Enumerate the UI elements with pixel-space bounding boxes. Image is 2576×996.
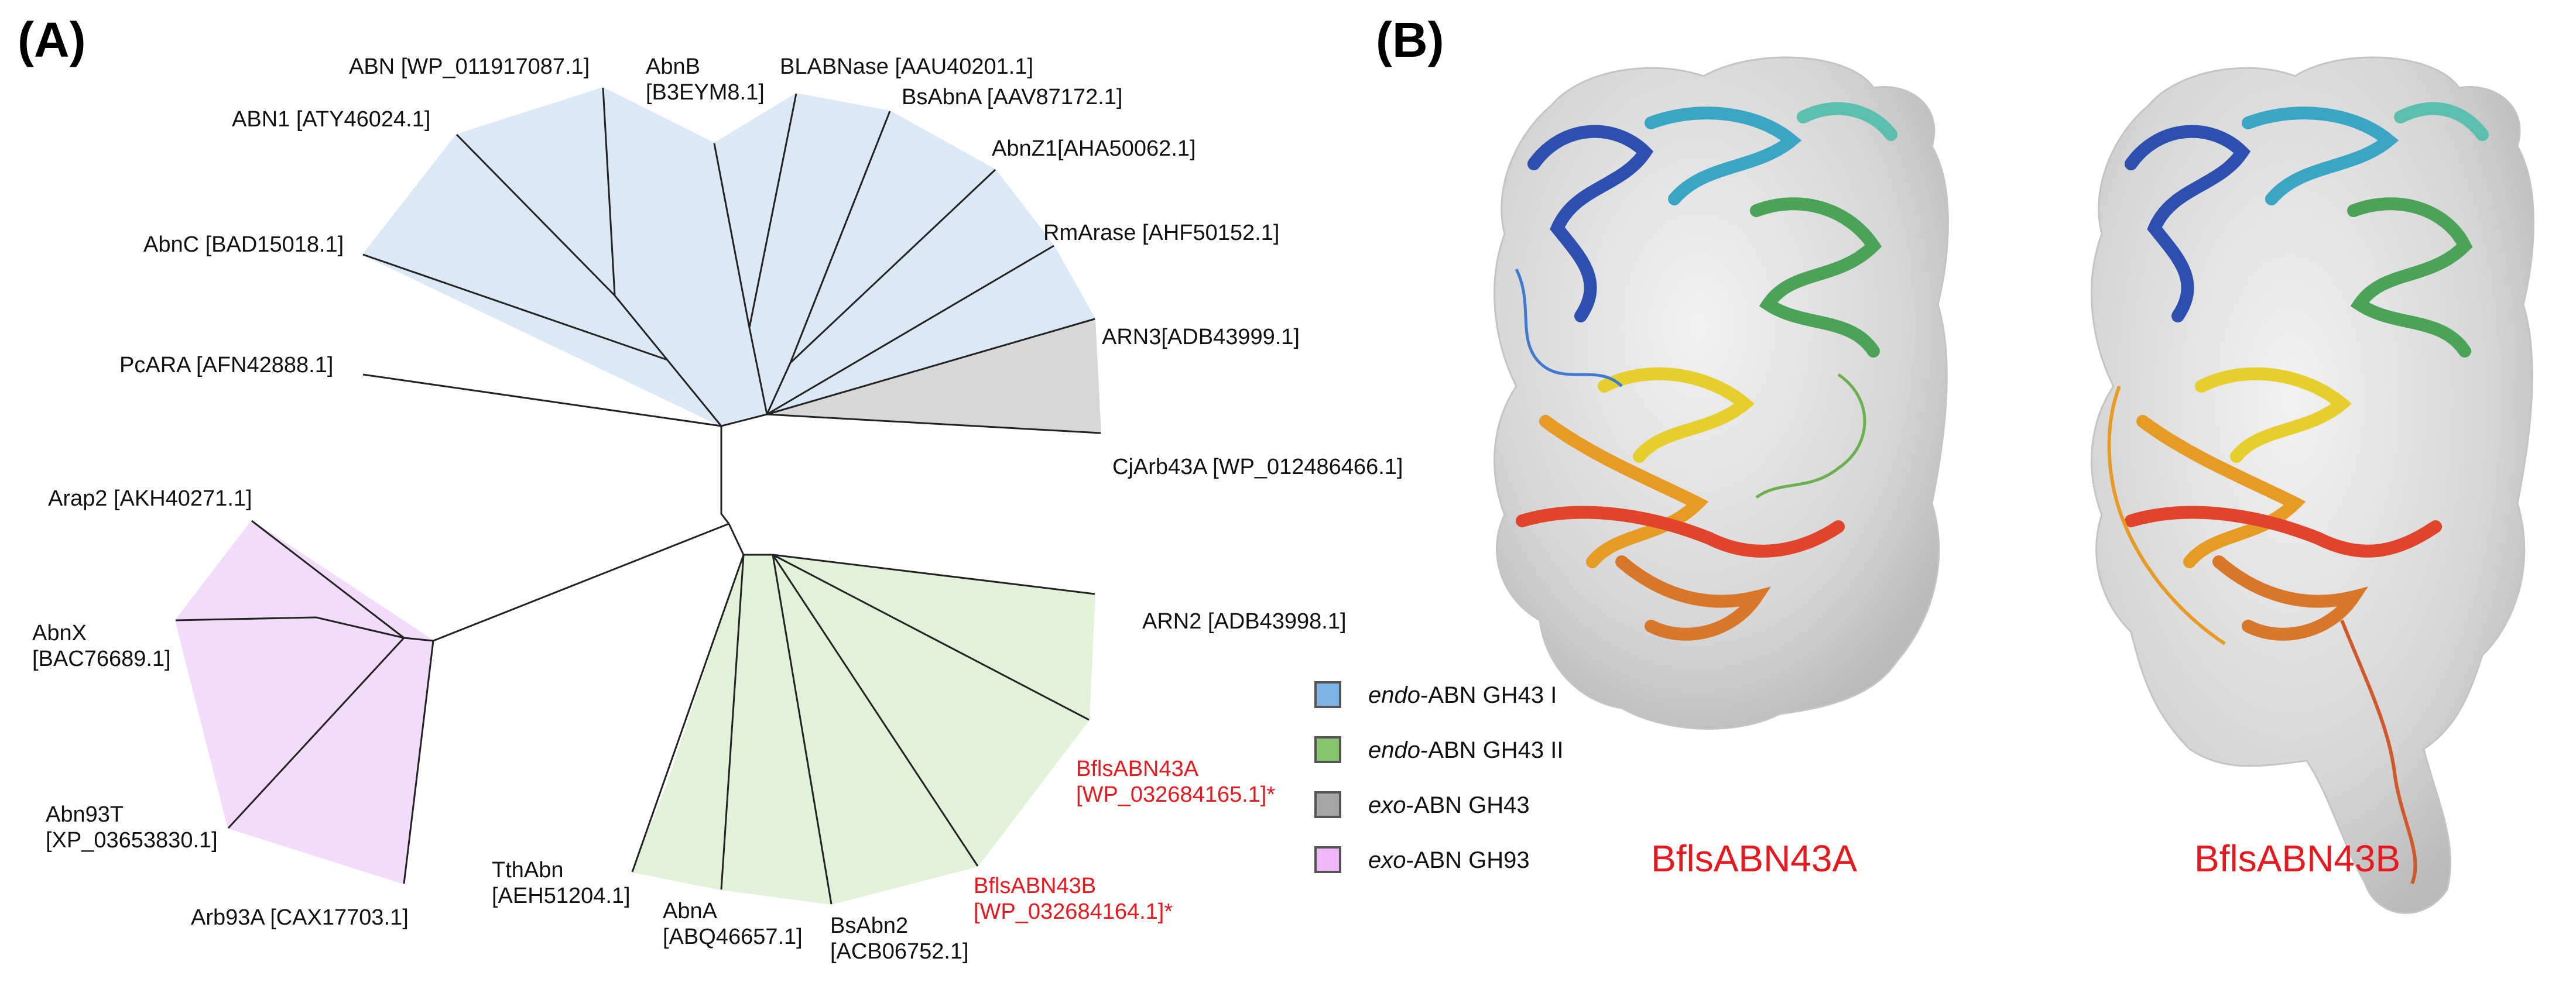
strands-green [1750, 197, 1882, 358]
strands-teal-b [2394, 102, 2489, 141]
strands-yellow [1598, 367, 1755, 463]
loops-a [1515, 268, 1623, 387]
panel-b-label: (B) [1376, 12, 1444, 67]
leaf-arap2: Arap2 [AKH40271.1] [48, 486, 252, 511]
legend-label: endo-ABN GH43 I [1368, 682, 1557, 708]
legend-label: endo-ABN GH43 II [1368, 737, 1564, 763]
leaf-abnz1: AbnZ1[AHA50062.1] [992, 136, 1196, 161]
structure-bflsabn43b [2091, 56, 2534, 914]
branch-exo-gh43-b [766, 413, 1101, 434]
legend-label: exo-ABN GH93 [1368, 847, 1530, 873]
branch-abnz1 [789, 169, 996, 364]
structure-bflsabn43a [1493, 56, 1949, 730]
branch-blabnase [748, 93, 797, 328]
branch-root [728, 523, 745, 555]
branch-arn2 [772, 554, 1095, 595]
leaf-abn93t: Abn93T [XP_03653830.1] [46, 802, 218, 853]
tail-loop-b [2340, 619, 2417, 885]
branch-gh43i-upper [614, 295, 722, 427]
branch-to-gh93 [433, 523, 729, 642]
leaf-pcara: PcARA [AFN42888.1] [119, 353, 334, 377]
helix-blue-b [2125, 125, 2251, 322]
side-loop-b [2107, 385, 2226, 645]
leaf-tthabn: TthAbn [AEH51204.1] [492, 858, 631, 908]
helix-cyan-b [2242, 107, 2399, 205]
structure-label-b: BflsABN43B [2194, 837, 2401, 880]
branch-exo-gh43 [766, 318, 1095, 415]
leaf-bsabna: BsAbnA [AAV87172.1] [902, 85, 1123, 109]
strands-orange [1539, 415, 1709, 568]
legend-swatch [1314, 791, 1341, 818]
structure-label-a: BflsABN43A [1651, 837, 1858, 880]
branch-abn [602, 87, 616, 296]
loops-a-green [1755, 373, 1866, 499]
leaf-bflsabn43b: BflsABN43B [WP_032684164.1]* [974, 874, 1173, 924]
leaf-abnc: AbnC [BAD15018.1] [143, 232, 344, 257]
legend-label: exo-ABN GH43 [1368, 792, 1530, 818]
legend-swatch [1314, 736, 1341, 763]
surface-b [2091, 56, 2534, 914]
strands-darkorange [1615, 555, 1771, 641]
leaf-arn2: ARN2 [ADB43998.1] [1142, 609, 1347, 634]
helix-cyan [1645, 107, 1802, 205]
helix-blue [1527, 125, 1654, 322]
clade-gh43-ii-shade [631, 554, 1096, 905]
leaf-abn: ABN [WP_011917087.1] [349, 54, 590, 79]
leaf-arb93a: Arb93A [CAX17703.1] [191, 905, 409, 930]
branch-abnx [175, 616, 405, 639]
branch-bflsabn43a [772, 554, 1090, 721]
branch-abna [720, 554, 745, 890]
leaf-cjarb43a: CjArb43A [WP_012486466.1] [1112, 455, 1403, 479]
branch-abnc [362, 253, 668, 361]
strands-yellow-b [2195, 367, 2352, 463]
tree-branches [175, 87, 1101, 905]
leaf-abnx: AbnX [BAC76689.1] [32, 621, 171, 671]
protein-structures [1493, 56, 2534, 914]
leaf-bsabn2: BsAbn2 [ACB06752.1] [830, 913, 969, 964]
leaf-bflsabn43a: BflsABN43A [WP_032684165.1]* [1076, 757, 1276, 807]
branch-bsabn2 [772, 554, 833, 905]
strands-orange-b [2136, 415, 2306, 568]
strands-darkorange-b [2212, 555, 2368, 641]
leaf-blabnase: BLABNase [AAU40201.1] [780, 54, 1034, 79]
branch-abn93t [227, 637, 405, 829]
branch-bflsabn43b [772, 554, 979, 867]
branch-spine [720, 426, 730, 524]
leaf-arn3: ARN3[ADB43999.1] [1102, 325, 1300, 349]
leaf-abna: AbnA [ABQ46657.1] [663, 899, 803, 949]
strands-red [1516, 506, 1845, 558]
branch-pcara [362, 373, 722, 427]
branch-rmarase [766, 245, 1054, 415]
branch-abnb [713, 143, 751, 328]
branch-gh43i-right [721, 413, 768, 427]
branch-bsabna [789, 111, 891, 363]
panel-a-label: (A) [18, 12, 86, 67]
branch-inner-a [748, 327, 768, 415]
leaf-abn1: ABN1 [ATY46024.1] [232, 107, 431, 132]
branch-inner-b [766, 362, 792, 415]
strands-green-b [2347, 197, 2473, 358]
strands-teal [1797, 102, 1897, 141]
branch-gh93-node [403, 637, 434, 642]
branch-tthabn [631, 554, 745, 873]
legend-swatch [1314, 846, 1341, 873]
leaf-abnb: AbnB [B3EYM8.1] [646, 54, 765, 105]
branch-abn1 [455, 133, 616, 297]
leaf-rmarase: RmArase [AHF50152.1] [1043, 221, 1280, 245]
branch-arb93a [403, 640, 434, 884]
phylogenetic-tree [174, 87, 1102, 905]
branch-arap2 [251, 520, 405, 639]
legend-swatch [1314, 681, 1341, 708]
strands-red-b [2125, 506, 2442, 558]
